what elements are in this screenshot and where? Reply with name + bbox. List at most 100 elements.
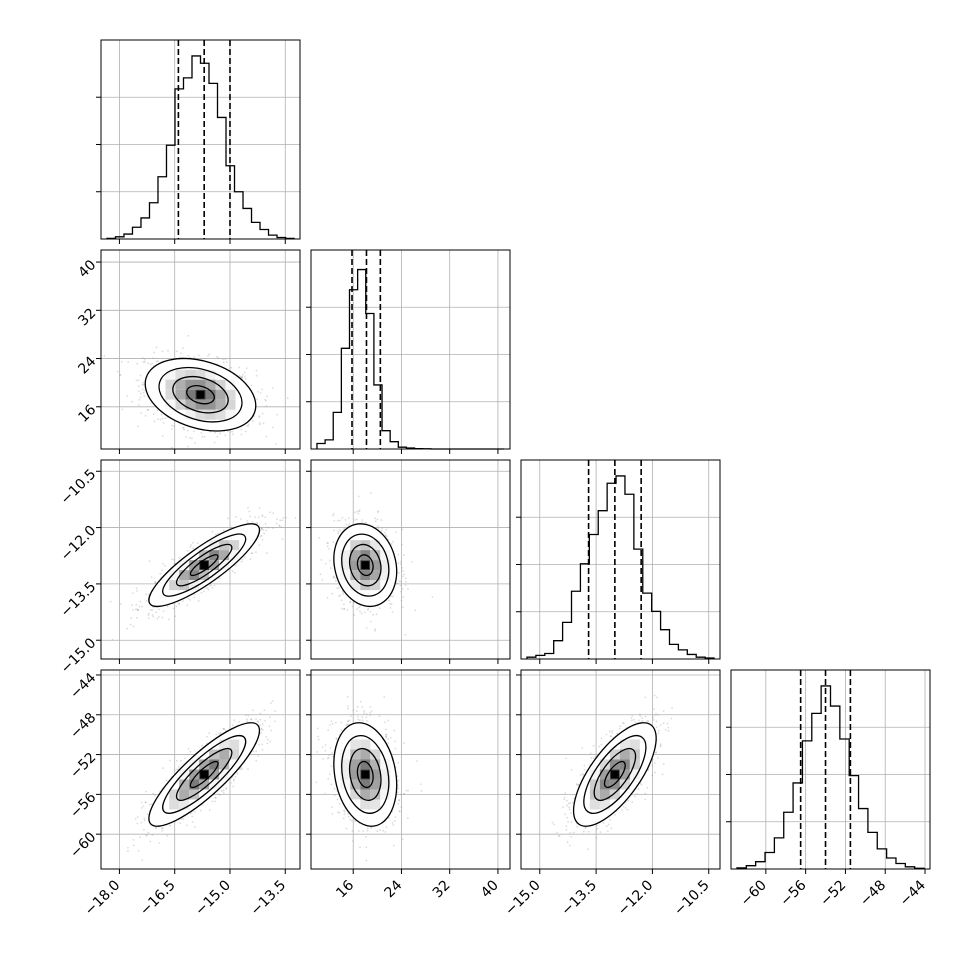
sample-point <box>154 581 157 583</box>
sample-point <box>266 742 269 745</box>
sample-point <box>136 425 139 428</box>
sample-point <box>152 792 155 795</box>
sample-point <box>395 582 398 585</box>
sample-point <box>154 826 157 829</box>
sample-point <box>214 796 217 799</box>
sample-point <box>261 515 264 518</box>
sample-point <box>258 544 261 547</box>
sample-point <box>367 607 370 610</box>
sample-point <box>139 374 142 377</box>
sample-point <box>166 834 169 837</box>
sample-point <box>352 840 354 843</box>
sample-point <box>336 519 339 522</box>
density-shading <box>169 739 240 810</box>
sample-point <box>249 515 251 518</box>
sample-point <box>143 819 146 822</box>
sample-point <box>272 527 274 530</box>
sample-point <box>274 710 277 713</box>
sample-point <box>222 792 225 794</box>
density-peak <box>361 561 370 570</box>
sample-point <box>185 824 188 827</box>
contour-line-3 <box>144 357 257 432</box>
density-cell <box>215 399 226 410</box>
sample-point <box>230 366 233 369</box>
sample-point <box>265 435 268 438</box>
sample-point <box>164 417 167 420</box>
sample-point <box>248 510 251 513</box>
histogram-frame-1 <box>310 249 511 450</box>
sample-point <box>203 435 206 438</box>
sample-point <box>173 558 175 561</box>
sample-point <box>161 435 164 437</box>
sample-point <box>206 735 208 738</box>
sample-point <box>145 593 147 596</box>
sample-point <box>269 511 271 514</box>
sample-point <box>142 805 145 808</box>
sample-point <box>146 813 149 815</box>
density-cell <box>199 550 210 561</box>
sample-point <box>186 604 189 607</box>
sample-point <box>256 720 259 723</box>
sample-point <box>338 595 340 598</box>
sample-point <box>197 600 200 602</box>
sample-point <box>357 830 360 832</box>
sample-point <box>146 408 149 411</box>
sample-point <box>169 824 172 827</box>
sample-point <box>149 363 152 366</box>
sample-point <box>191 437 193 440</box>
density-cell <box>179 769 190 780</box>
contour-line-1 <box>348 543 382 587</box>
sample-point <box>389 606 392 609</box>
sample-point <box>331 722 334 725</box>
density-cell <box>340 560 351 571</box>
sample-point <box>404 633 407 636</box>
sample-point <box>186 429 189 432</box>
sample-point <box>263 532 266 535</box>
sample-point <box>359 610 361 613</box>
sample-point <box>240 433 243 436</box>
sample-point <box>338 802 341 805</box>
density-cell <box>225 409 236 420</box>
sample-point <box>165 779 168 782</box>
sample-point <box>149 840 152 843</box>
scatter-frame <box>310 459 511 660</box>
sample-point <box>144 801 147 804</box>
density-cell <box>205 369 216 380</box>
density-cell <box>215 409 226 420</box>
scatter-panel-contents <box>101 250 300 449</box>
density-cell <box>195 399 206 410</box>
sample-point <box>358 509 361 512</box>
sample-point <box>254 516 257 518</box>
sample-point <box>259 712 262 715</box>
sample-point <box>127 360 130 363</box>
sample-point <box>142 828 145 831</box>
sample-point <box>148 560 151 563</box>
sample-point <box>191 815 194 818</box>
density-cell <box>185 409 196 420</box>
density-cell <box>370 550 381 561</box>
sample-point <box>140 412 143 414</box>
sample-point <box>255 750 258 753</box>
sample-point <box>380 519 383 522</box>
sample-point <box>379 829 381 832</box>
sample-point <box>271 426 274 429</box>
sample-point <box>137 385 140 388</box>
sample-point <box>274 720 276 723</box>
sample-point <box>189 599 191 601</box>
sample-point <box>358 510 360 513</box>
sample-point <box>374 628 377 630</box>
sample-point <box>240 376 243 379</box>
contour-line-3 <box>148 722 261 827</box>
sample-point <box>131 400 133 403</box>
contour-line-2 <box>158 366 243 423</box>
sample-point <box>200 432 203 434</box>
sample-point <box>270 729 272 732</box>
sample-point <box>346 812 349 815</box>
sample-point <box>264 399 267 402</box>
sample-point <box>166 605 169 608</box>
sample-point <box>137 849 140 852</box>
contour-line-3 <box>333 523 398 608</box>
sample-point <box>256 521 258 524</box>
sample-point <box>346 609 349 611</box>
sample-point <box>239 768 242 771</box>
